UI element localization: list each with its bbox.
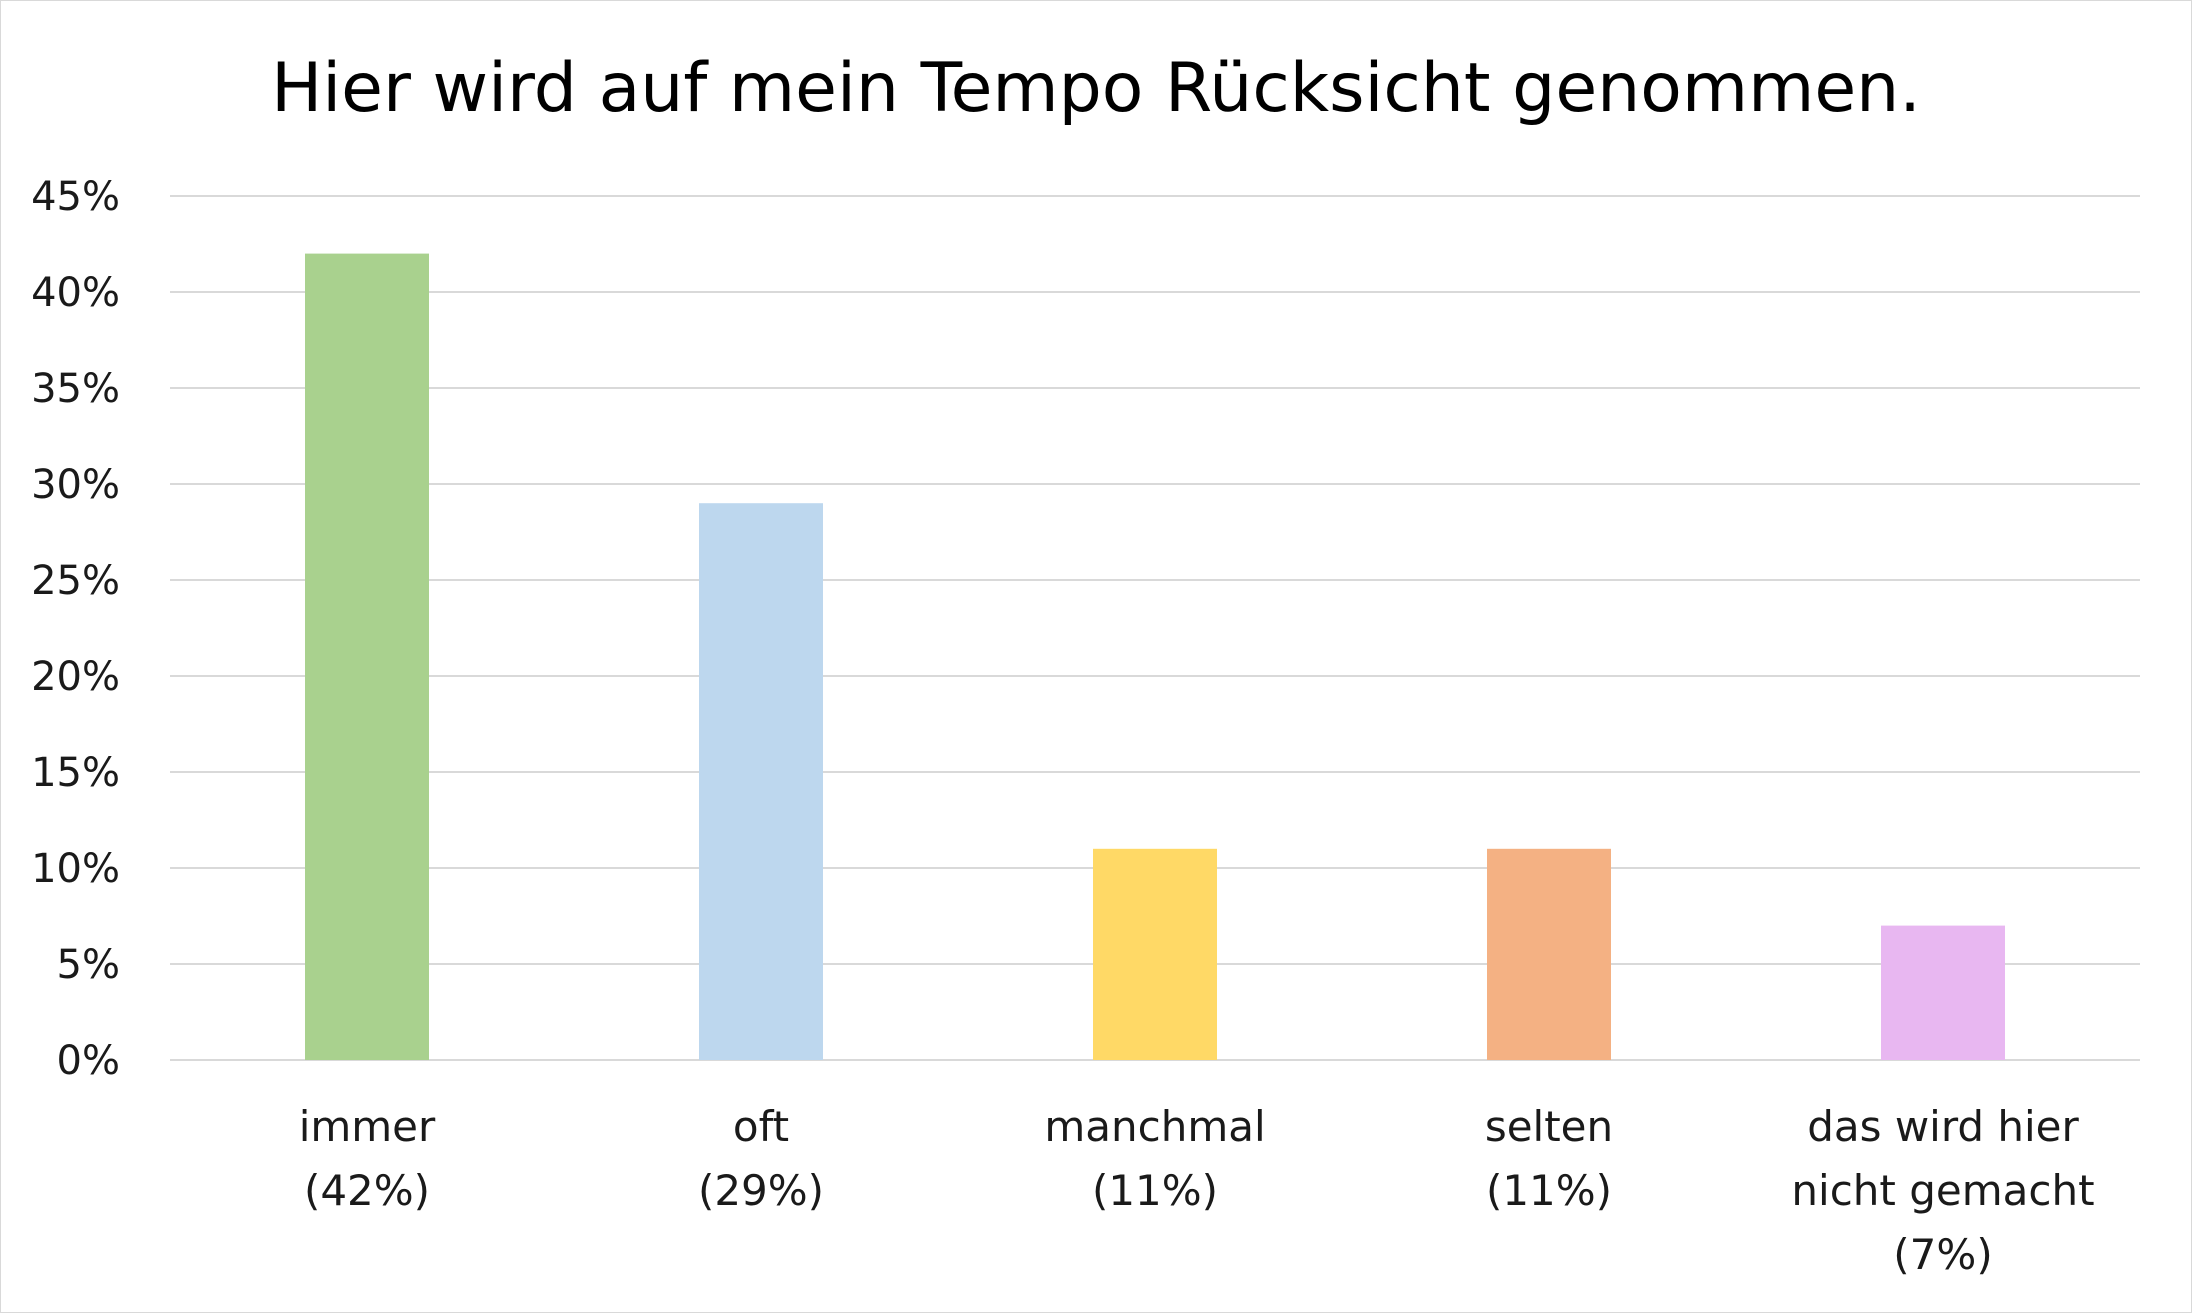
y-tick-label: 45%: [31, 174, 120, 220]
category-label: oft: [733, 1102, 789, 1151]
bars: [305, 253, 2005, 1061]
bar: [1881, 925, 2005, 1060]
y-tick-label: 40%: [31, 270, 120, 316]
y-tick-label: 25%: [31, 558, 120, 604]
y-tick-label: 20%: [31, 654, 120, 700]
bar: [305, 253, 429, 1061]
y-tick-label: 10%: [31, 846, 120, 892]
bar: [1093, 848, 1217, 1060]
category-label: das wird hier: [1807, 1102, 2079, 1151]
y-tick-label: 30%: [31, 462, 120, 508]
category-label: (11%): [1486, 1166, 1612, 1215]
category-label: (7%): [1893, 1230, 1992, 1279]
y-axis-ticks: 0% 5% 10% 15% 20% 25% 30% 35% 40% 45%: [31, 174, 120, 1084]
category-label: (11%): [1092, 1166, 1218, 1215]
category-label: selten: [1485, 1102, 1613, 1151]
category-label: (42%): [304, 1166, 430, 1215]
category-label: immer: [299, 1102, 436, 1151]
bar: [1487, 848, 1611, 1060]
y-tick-label: 5%: [57, 942, 120, 988]
bar: [699, 503, 823, 1060]
category-label: (29%): [698, 1166, 824, 1215]
y-tick-label: 15%: [31, 750, 120, 796]
category-label: nicht gemacht: [1791, 1166, 2094, 1215]
x-axis-labels: immer (42%) oft (29%) manchmal (11%) selten (11…: [299, 1102, 2095, 1279]
y-tick-label: 0%: [57, 1038, 120, 1084]
category-label: manchmal: [1044, 1102, 1265, 1151]
chart-title: Hier wird auf mein Tempo Rücksicht genom…: [271, 49, 1921, 128]
y-tick-label: 35%: [31, 366, 120, 412]
